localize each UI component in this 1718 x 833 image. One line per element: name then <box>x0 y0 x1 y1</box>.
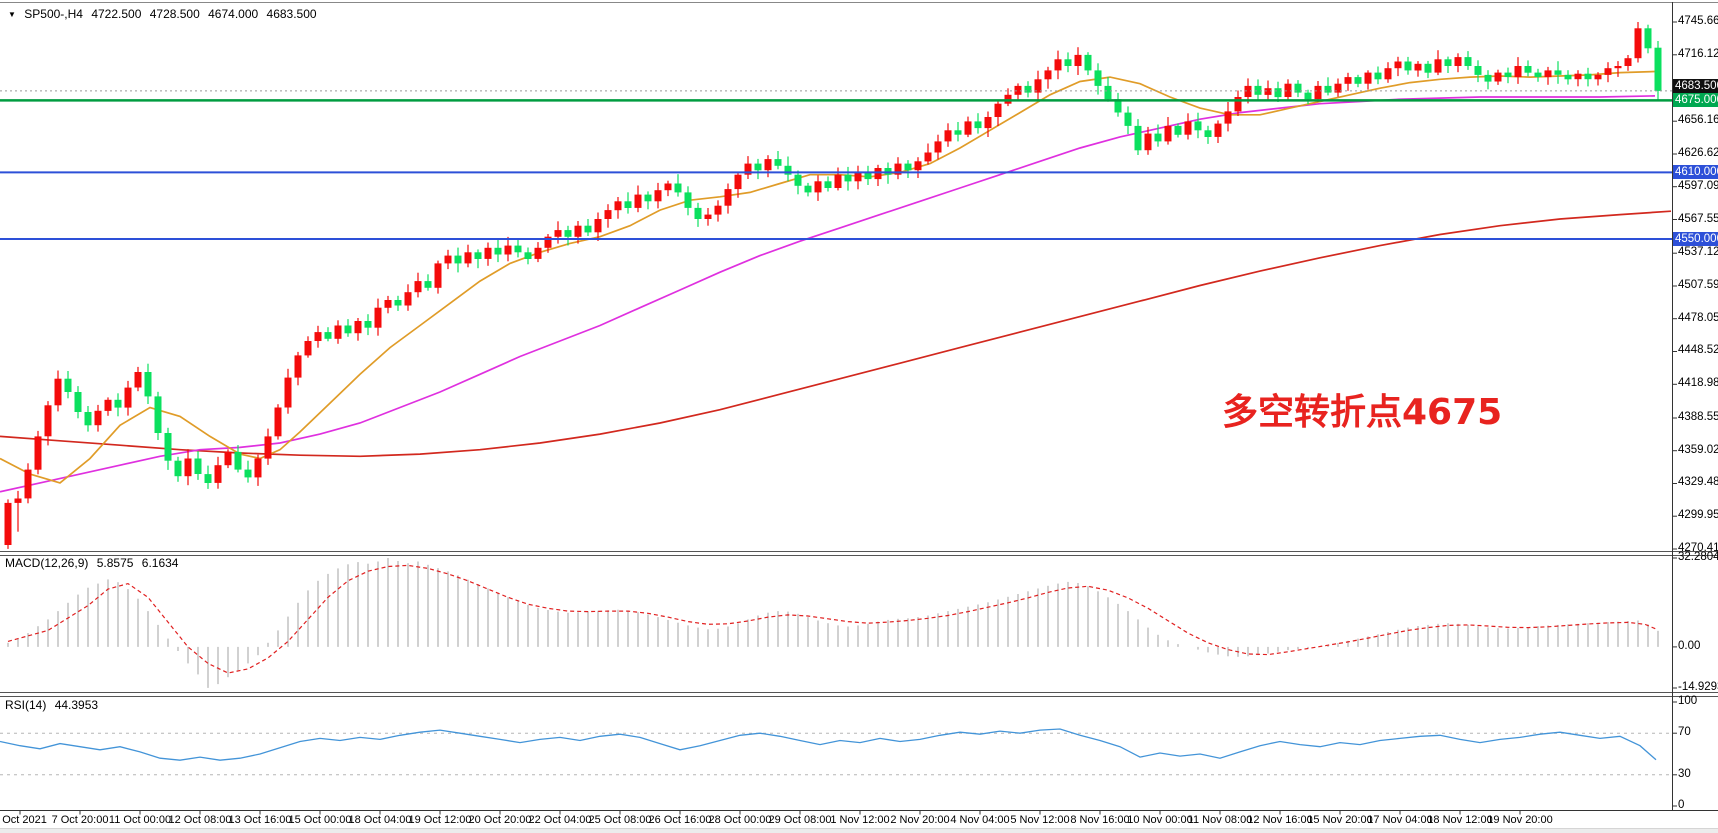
macd-indicator-label: MACD(12,26,9) 5.8575 6.1634 <box>5 556 183 570</box>
price-tick-label: 4567.555 <box>1678 212 1718 225</box>
price-tick-label: 4270.415 <box>1678 542 1718 554</box>
symbol-header: ▼ SP500-,H4 4722.500 4728.500 4674.000 4… <box>8 7 322 21</box>
rsi-axis-label: 30 <box>1678 767 1691 780</box>
price-tick-label: 4359.020 <box>1678 443 1718 456</box>
bottom-margin-strip <box>0 828 1718 833</box>
macd-signal-value: 6.1634 <box>141 556 179 570</box>
price-tick-label: 4597.090 <box>1678 179 1718 192</box>
annotation-text[interactable]: 多空转折点4675 <box>1222 392 1503 433</box>
price-tick-label: 4656.160 <box>1678 114 1718 127</box>
price-tick-label: 4626.625 <box>1678 146 1718 159</box>
price-tick-label: 4507.590 <box>1678 278 1718 291</box>
price-level-box-4610.000: 4610.000 <box>1673 165 1718 180</box>
macd-axis-label: 0.00 <box>1678 639 1701 652</box>
price-tick-label: 4745.660 <box>1678 15 1718 27</box>
rsi-value: 44.3953 <box>54 698 99 712</box>
price-level-box-4675.000: 4675.000 <box>1673 93 1718 108</box>
price-tick-label: 4716.125 <box>1678 47 1718 60</box>
time-axis-label: 13 Oct 16:00 <box>228 814 292 826</box>
rsi-axis-label: 70 <box>1678 726 1691 739</box>
ohlc-low-value: 4674.000 <box>208 7 259 21</box>
macd-main-value: 5.8575 <box>96 556 134 570</box>
time-axis-label: 7 Oct 20:00 <box>51 814 109 826</box>
price-tick-label: 4299.950 <box>1678 509 1718 522</box>
price-tick-label: 4388.555 <box>1678 410 1718 423</box>
time-axis-label: 17 Nov 04:00 <box>1367 814 1433 826</box>
macd-axis-label: -14.9293 <box>1678 681 1718 693</box>
ohlc-open-value: 4722.500 <box>91 7 142 21</box>
time-axis-label: 28 Oct 00:00 <box>708 814 772 826</box>
time-axis-label: 11 Oct 00:00 <box>108 814 172 826</box>
time-axis-label: 18 Nov 12:00 <box>1427 814 1493 826</box>
time-axis-label: 22 Oct 04:00 <box>528 814 592 826</box>
rsi-name: RSI(14) <box>5 698 47 712</box>
time-axis-label: 25 Oct 08:00 <box>588 814 652 826</box>
macd-axis-label: 32.2804 <box>1678 551 1718 563</box>
ohlc-close-value: 4683.500 <box>266 7 317 21</box>
time-axis-label: 19 Nov 20:00 <box>1487 814 1553 826</box>
price-tick-label: 4478.055 <box>1678 311 1718 324</box>
time-axis-label: 11 Nov 08:00 <box>1187 814 1253 826</box>
price-tick-label: 4448.520 <box>1678 344 1718 357</box>
price-level-box-4683.500: 4683.500 <box>1673 79 1718 94</box>
price-tick-label: 4329.485 <box>1678 476 1718 489</box>
time-axis-label: 29 Oct 08:00 <box>768 814 832 826</box>
time-axis-label: 12 Nov 16:00 <box>1247 814 1313 826</box>
rsi-axis-label: 100 <box>1678 695 1698 707</box>
time-axis-label: 5 Nov 12:00 <box>1010 814 1070 826</box>
time-axis-label: 1 Nov 12:00 <box>830 814 890 826</box>
time-axis-label: 18 Oct 04:00 <box>348 814 412 826</box>
time-axis-label: 10 Nov 00:00 <box>1127 814 1193 826</box>
time-axis-label: 20 Oct 20:00 <box>468 814 532 826</box>
price-tick-label: 4537.125 <box>1678 246 1718 259</box>
price-level-box-4550.000: 4550.000 <box>1673 231 1718 246</box>
price-tick-label: 4418.985 <box>1678 377 1718 390</box>
ohlc-high-value: 4728.500 <box>149 7 200 21</box>
rsi-indicator-label: RSI(14) 44.3953 <box>5 698 103 712</box>
macd-name: MACD(12,26,9) <box>5 556 89 570</box>
time-axis-label: 2 Nov 20:00 <box>890 814 950 826</box>
time-axis-label: 5 Oct 2021 <box>0 814 47 826</box>
rsi-axis-label: 0 <box>1678 799 1685 811</box>
time-axis-label: 19 Oct 12:00 <box>408 814 472 826</box>
time-axis-label: 26 Oct 16:00 <box>648 814 712 826</box>
symbol-period-label: SP500-,H4 <box>24 7 83 21</box>
time-axis-label: 15 Oct 00:00 <box>288 814 352 826</box>
collapse-triangle-icon[interactable]: ▼ <box>8 10 16 19</box>
time-axis-label: 12 Oct 08:00 <box>168 814 232 826</box>
time-axis-label: 8 Nov 16:00 <box>1070 814 1130 826</box>
time-axis-label: 4 Nov 04:00 <box>950 814 1010 826</box>
time-axis-label: 15 Nov 20:00 <box>1307 814 1373 826</box>
